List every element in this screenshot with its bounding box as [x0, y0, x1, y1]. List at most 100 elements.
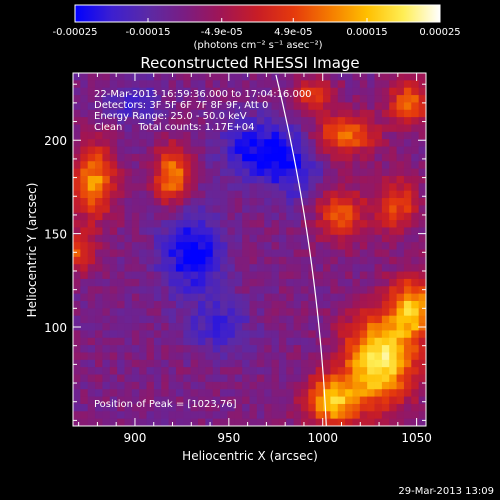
- heatmap-cell: [300, 278, 309, 287]
- heatmap-cell: [271, 403, 280, 412]
- heatmap-cell: [374, 109, 383, 118]
- x-axis-label: Heliocentric X (arcsec): [182, 449, 318, 463]
- heatmap-cell: [198, 315, 206, 324]
- heatmap-cell: [87, 381, 96, 390]
- heatmap-cell: [271, 381, 280, 390]
- heatmap-cell: [271, 161, 280, 169]
- heatmap-cell: [190, 242, 199, 250]
- heatmap-cell: [139, 131, 147, 140]
- heatmap-cell: [337, 205, 346, 214]
- heatmap-cell: [124, 95, 133, 103]
- heatmap-cell: [264, 205, 272, 214]
- heatmap-cell: [315, 227, 324, 236]
- heatmap-cell: [345, 337, 353, 346]
- heatmap-cell: [411, 323, 420, 331]
- heatmap-cell: [323, 198, 331, 206]
- heatmap-cell: [367, 359, 375, 368]
- heatmap-cell: [153, 80, 162, 89]
- heatmap-cell: [293, 198, 302, 206]
- heatmap-cell: [374, 198, 383, 206]
- heatmap-cell: [374, 300, 383, 309]
- heatmap-cell: [124, 227, 133, 236]
- heatmap-cell: [87, 220, 96, 228]
- heatmap-cell: [175, 381, 184, 390]
- heatmap-cell: [323, 396, 331, 405]
- heatmap-cell: [286, 124, 295, 133]
- heatmap-cell: [389, 271, 397, 280]
- heatmap-cell: [131, 286, 140, 295]
- heatmap-cell: [95, 234, 103, 243]
- heatmap-cell: [190, 146, 199, 155]
- heatmap-cell: [256, 330, 265, 339]
- heatmap-cell: [345, 198, 353, 206]
- heatmap-cell: [300, 73, 309, 81]
- heatmap-cell: [264, 337, 272, 346]
- heatmap-cell: [278, 124, 287, 133]
- heatmap-cell: [146, 396, 155, 405]
- heatmap-cell: [80, 278, 89, 287]
- heatmap-cell: [389, 345, 397, 353]
- heatmap-cell: [264, 308, 272, 317]
- heatmap-cell: [323, 212, 331, 221]
- heatmap-cell: [286, 359, 295, 368]
- heatmap-cell: [131, 73, 140, 81]
- heatmap-cell: [278, 389, 287, 397]
- heatmap-cell: [403, 367, 412, 375]
- heatmap-cells: [73, 73, 426, 426]
- heatmap-cell: [352, 352, 361, 361]
- heatmap-cell: [80, 330, 89, 339]
- heatmap-cell: [411, 198, 420, 206]
- heatmap-cell: [374, 396, 383, 405]
- heatmap-cell: [367, 220, 375, 228]
- heatmap-cell: [396, 124, 405, 133]
- heatmap-cell: [315, 234, 324, 243]
- heatmap-cell: [87, 73, 96, 81]
- heatmap-cell: [352, 271, 361, 280]
- heatmap-cell: [345, 117, 353, 125]
- heatmap-cell: [234, 153, 243, 162]
- heatmap-cell: [234, 175, 243, 184]
- heatmap-cell: [411, 367, 420, 375]
- heatmap-cell: [198, 153, 206, 162]
- heatmap-cell: [153, 374, 162, 383]
- heatmap-cell: [242, 323, 250, 331]
- heatmap-cell: [323, 367, 331, 375]
- heatmap-cell: [249, 345, 258, 353]
- heatmap-cell: [367, 168, 375, 177]
- heatmap-cell: [286, 264, 295, 272]
- heatmap-cell: [330, 168, 339, 177]
- heatmap-cell: [139, 286, 147, 295]
- heatmap-cell: [352, 374, 361, 383]
- heatmap-cell: [249, 337, 258, 346]
- heatmap-cell: [271, 345, 280, 353]
- heatmap-cell: [109, 418, 118, 426]
- heatmap-cell: [381, 198, 390, 206]
- heatmap-cell: [389, 234, 397, 243]
- heatmap-cell: [212, 198, 221, 206]
- heatmap-cell: [300, 418, 309, 426]
- heatmap-cell: [396, 95, 405, 103]
- heatmap-cell: [205, 345, 214, 353]
- heatmap-cell: [323, 102, 331, 111]
- heatmap-cell: [183, 323, 192, 331]
- heatmap-cell: [308, 411, 317, 420]
- heatmap-cell: [131, 242, 140, 250]
- heatmap-cell: [278, 418, 287, 426]
- heatmap-cell: [381, 293, 390, 302]
- heatmap-cell: [212, 359, 221, 368]
- heatmap-cell: [411, 352, 420, 361]
- heatmap-cell: [242, 73, 250, 81]
- heatmap-cell: [264, 190, 272, 199]
- heatmap-cell: [271, 139, 280, 147]
- heatmap-cell: [131, 139, 140, 147]
- heatmap-cell: [87, 308, 96, 317]
- heatmap-cell: [87, 205, 96, 214]
- heatmap-cell: [198, 131, 206, 140]
- heatmap-cell: [205, 198, 214, 206]
- heatmap-cell: [403, 131, 412, 140]
- heatmap-cell: [190, 212, 199, 221]
- heatmap-cell: [212, 131, 221, 140]
- heatmap-cell: [249, 227, 258, 236]
- heatmap-cell: [95, 190, 103, 199]
- heatmap-cell: [359, 102, 368, 111]
